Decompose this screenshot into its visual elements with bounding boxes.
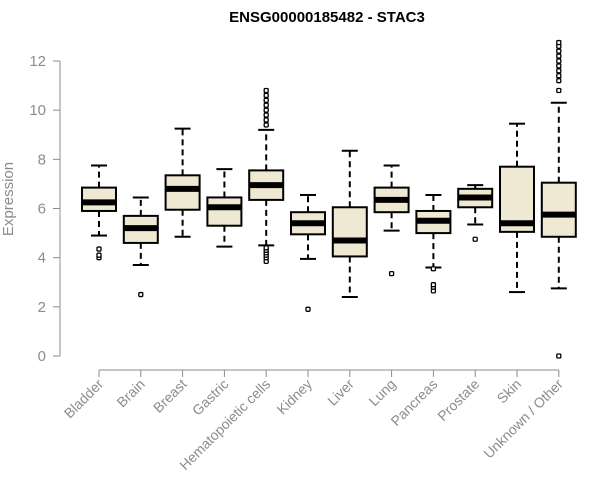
outlier-point — [263, 107, 269, 113]
outlier-point — [430, 282, 437, 288]
y-tick-label: 0 — [38, 348, 46, 365]
box-iqr — [164, 174, 201, 211]
box-group — [206, 168, 243, 248]
x-tick-label: Skin — [494, 376, 525, 407]
x-tick-label: Lung — [365, 376, 398, 409]
outlier-point — [556, 48, 562, 54]
x-tick-label: Liver — [324, 376, 357, 409]
box-group — [248, 87, 285, 265]
outlier-point — [556, 87, 562, 94]
box-group — [164, 127, 201, 238]
x-tick-label: Bladder — [61, 376, 107, 422]
y-tick-label: 6 — [38, 201, 46, 218]
outlier-point — [388, 270, 395, 277]
outlier-point — [556, 39, 562, 46]
outlier-point — [305, 306, 311, 312]
outlier-point — [96, 252, 102, 258]
outlier-point — [263, 97, 269, 103]
outlier-point — [263, 92, 269, 99]
box-group — [81, 164, 117, 261]
outlier-point — [556, 63, 562, 69]
outlier-point — [556, 58, 562, 64]
chart-title: ENSG00000185482 - STAC3 — [229, 9, 425, 26]
box-group — [457, 184, 494, 242]
x-tick-label: Unknown / Other — [480, 376, 566, 462]
box-iqr — [331, 206, 368, 258]
outlier-point — [556, 73, 562, 79]
outlier-point — [263, 122, 269, 128]
y-axis: 0 2 4 6 8 10 12 — [29, 53, 61, 365]
y-tick-label: 10 — [29, 102, 46, 119]
box-group — [373, 164, 410, 277]
x-tick-label: Prostate — [434, 376, 482, 424]
outlier-point — [263, 87, 269, 94]
box-iqr — [540, 181, 577, 238]
outlier-point — [96, 246, 102, 252]
box-group — [499, 122, 535, 294]
box-group — [331, 149, 368, 298]
box-group — [122, 196, 159, 298]
x-tick-label: Brain — [113, 376, 147, 410]
outlier-point — [430, 266, 437, 272]
y-tick-label: 4 — [38, 250, 46, 267]
outlier-point — [263, 245, 269, 251]
y-tick-label: 12 — [29, 53, 46, 70]
y-axis-label: Expression — [0, 162, 17, 236]
outlier-point — [263, 117, 269, 123]
x-tick-label: Breast — [150, 376, 190, 416]
box-group — [415, 193, 452, 294]
boxes-layer — [81, 39, 577, 359]
outlier-point — [556, 353, 562, 359]
outlier-point — [556, 53, 562, 59]
outlier-point — [263, 102, 269, 108]
y-tick-label: 8 — [38, 151, 46, 168]
box-iqr — [206, 196, 243, 227]
y-tick-label: 2 — [38, 299, 46, 316]
box-group — [290, 193, 326, 312]
box-iqr — [81, 186, 117, 212]
outlier-point — [556, 68, 562, 74]
x-tick-label: Kidney — [274, 376, 316, 418]
outlier-point — [263, 112, 269, 118]
outlier-point — [138, 291, 144, 298]
outlier-point — [472, 236, 478, 242]
box-group — [540, 39, 577, 359]
outlier-point — [556, 78, 562, 84]
